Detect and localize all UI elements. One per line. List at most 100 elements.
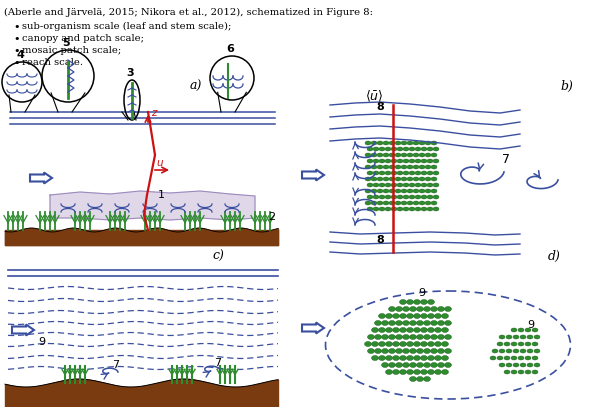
Ellipse shape	[417, 376, 424, 381]
Ellipse shape	[407, 300, 414, 304]
Ellipse shape	[497, 356, 503, 360]
Ellipse shape	[434, 341, 441, 346]
Ellipse shape	[511, 356, 517, 360]
Ellipse shape	[421, 159, 427, 163]
Ellipse shape	[371, 141, 377, 145]
Ellipse shape	[421, 328, 428, 333]
Ellipse shape	[441, 341, 448, 346]
Text: canopy and patch scale;: canopy and patch scale;	[22, 34, 144, 43]
Ellipse shape	[427, 171, 433, 175]
Ellipse shape	[534, 363, 540, 367]
Text: d): d)	[548, 250, 561, 263]
Ellipse shape	[382, 335, 388, 339]
Ellipse shape	[413, 153, 419, 157]
Ellipse shape	[397, 171, 403, 175]
Ellipse shape	[385, 341, 392, 346]
Ellipse shape	[415, 147, 421, 151]
Ellipse shape	[402, 348, 409, 354]
Ellipse shape	[414, 341, 421, 346]
Text: •: •	[13, 46, 19, 56]
Ellipse shape	[385, 328, 392, 333]
FancyArrow shape	[30, 173, 52, 184]
Ellipse shape	[365, 177, 371, 181]
Text: 5: 5	[62, 38, 70, 48]
Ellipse shape	[414, 328, 421, 333]
Ellipse shape	[409, 348, 417, 354]
Ellipse shape	[395, 363, 402, 368]
Ellipse shape	[513, 363, 519, 367]
Ellipse shape	[392, 370, 399, 374]
Ellipse shape	[421, 195, 427, 199]
Ellipse shape	[415, 195, 421, 199]
Text: u: u	[156, 158, 163, 168]
Ellipse shape	[399, 355, 407, 361]
Ellipse shape	[409, 320, 417, 326]
Ellipse shape	[377, 141, 383, 145]
Ellipse shape	[424, 376, 431, 381]
Ellipse shape	[395, 165, 401, 169]
Ellipse shape	[527, 363, 533, 367]
Ellipse shape	[415, 183, 421, 187]
Ellipse shape	[407, 189, 413, 193]
Ellipse shape	[431, 153, 437, 157]
Ellipse shape	[382, 348, 388, 354]
Ellipse shape	[428, 313, 434, 319]
Ellipse shape	[525, 342, 531, 346]
Ellipse shape	[525, 370, 531, 374]
Ellipse shape	[395, 177, 401, 181]
Ellipse shape	[385, 147, 391, 151]
Ellipse shape	[425, 189, 431, 193]
Ellipse shape	[421, 355, 428, 361]
FancyArrow shape	[302, 169, 324, 180]
Ellipse shape	[409, 335, 417, 339]
Ellipse shape	[385, 207, 391, 211]
Ellipse shape	[391, 183, 397, 187]
Ellipse shape	[525, 328, 531, 332]
Ellipse shape	[425, 165, 431, 169]
Ellipse shape	[421, 207, 427, 211]
Ellipse shape	[499, 335, 505, 339]
Ellipse shape	[532, 328, 538, 332]
Ellipse shape	[513, 349, 519, 353]
Ellipse shape	[511, 370, 517, 374]
Ellipse shape	[397, 183, 403, 187]
Ellipse shape	[407, 328, 414, 333]
Ellipse shape	[379, 341, 385, 346]
Text: sub-organism scale (leaf and stem scale);: sub-organism scale (leaf and stem scale)…	[22, 22, 231, 31]
Ellipse shape	[520, 363, 526, 367]
Ellipse shape	[414, 355, 421, 361]
Ellipse shape	[399, 300, 407, 304]
Ellipse shape	[421, 341, 428, 346]
Text: 7: 7	[112, 360, 119, 370]
Ellipse shape	[373, 171, 379, 175]
Ellipse shape	[385, 159, 391, 163]
Ellipse shape	[499, 349, 505, 353]
Ellipse shape	[441, 370, 448, 374]
Ellipse shape	[490, 356, 496, 360]
Ellipse shape	[409, 195, 415, 199]
Text: $\langle\bar{u}\rangle$: $\langle\bar{u}\rangle$	[365, 88, 384, 103]
Ellipse shape	[397, 147, 403, 151]
Ellipse shape	[534, 335, 540, 339]
Ellipse shape	[527, 349, 533, 353]
Text: 2: 2	[268, 212, 275, 222]
Ellipse shape	[434, 328, 441, 333]
Ellipse shape	[518, 356, 524, 360]
Ellipse shape	[368, 335, 375, 339]
Ellipse shape	[511, 342, 517, 346]
Ellipse shape	[409, 306, 417, 311]
Ellipse shape	[431, 335, 438, 339]
Ellipse shape	[444, 335, 451, 339]
Ellipse shape	[383, 201, 389, 205]
Ellipse shape	[520, 349, 526, 353]
Ellipse shape	[444, 306, 451, 311]
Ellipse shape	[383, 189, 389, 193]
Ellipse shape	[433, 171, 439, 175]
Polygon shape	[50, 191, 255, 220]
Ellipse shape	[377, 165, 383, 169]
Ellipse shape	[504, 356, 510, 360]
Ellipse shape	[438, 348, 444, 354]
Ellipse shape	[421, 370, 428, 374]
Ellipse shape	[407, 177, 413, 181]
Ellipse shape	[379, 328, 385, 333]
